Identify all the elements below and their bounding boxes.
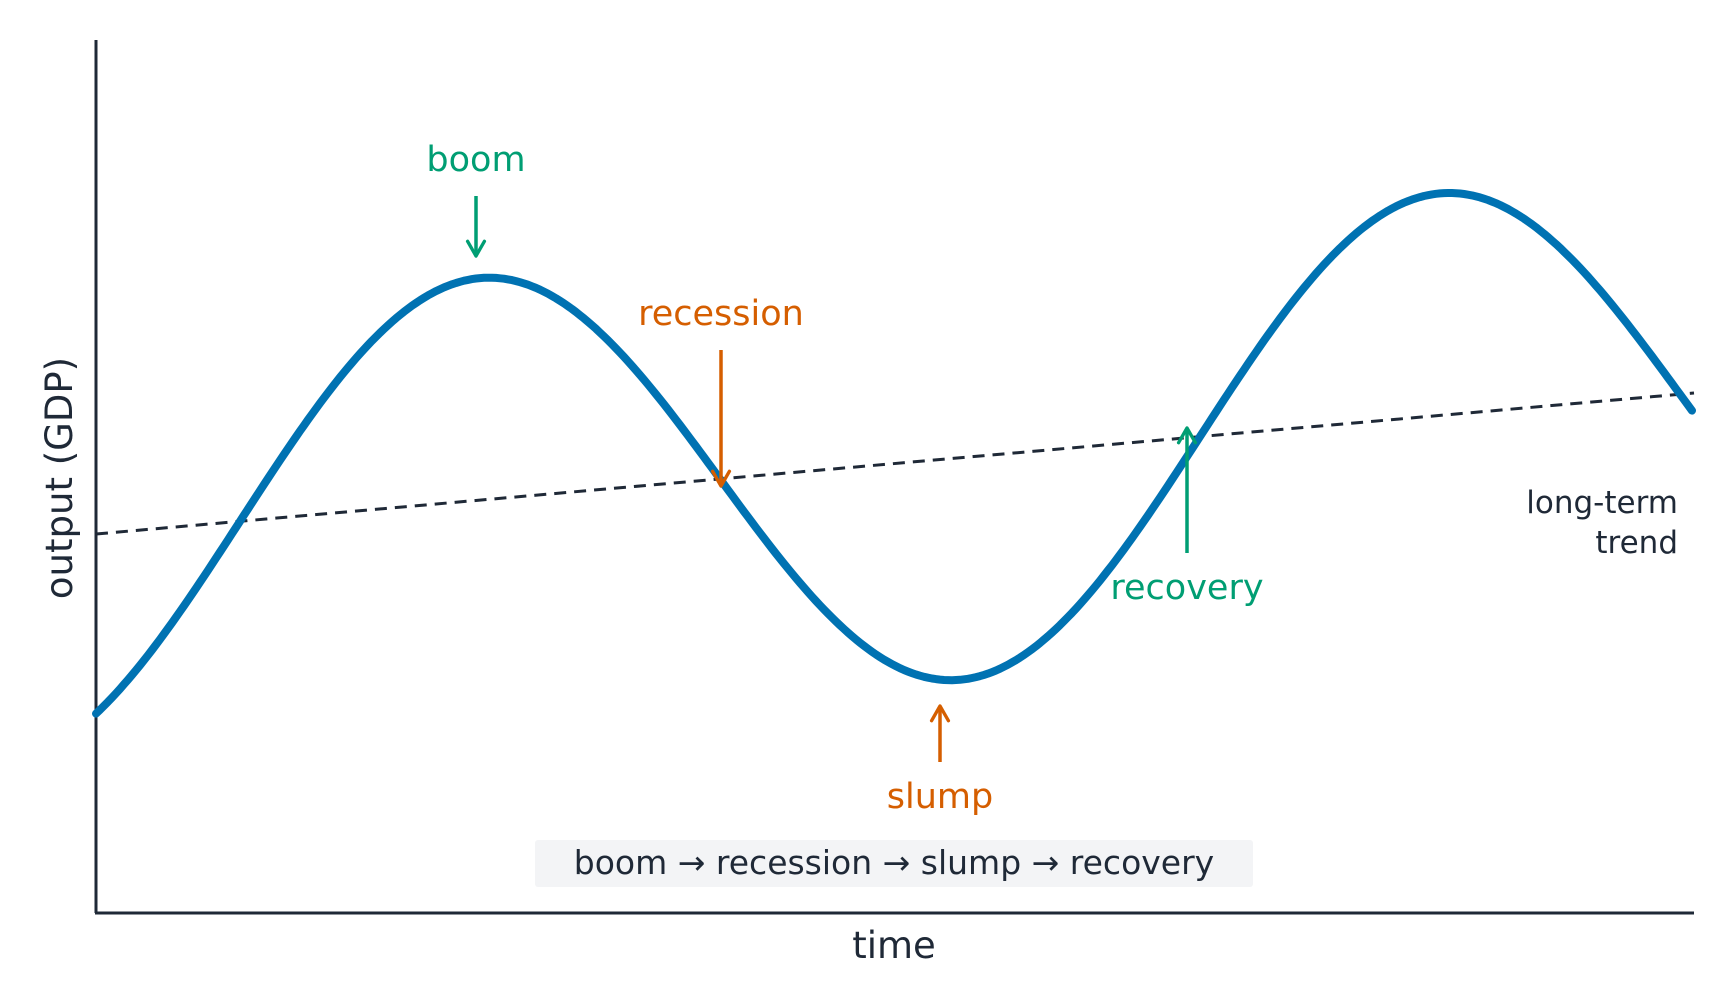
caption-box xyxy=(535,840,1253,887)
y-axis-label: output (GDP) xyxy=(38,357,81,599)
recession-label: recession xyxy=(638,294,804,334)
slump-label: slump xyxy=(887,777,993,817)
x-axis-label: time xyxy=(852,924,936,967)
cycle-sequence-caption: boom → recession → slump → recovery xyxy=(574,843,1214,882)
business-cycle-curve xyxy=(92,189,1696,718)
recovery-label: recovery xyxy=(1110,568,1263,608)
trend-label-line-2: trend xyxy=(1595,525,1678,561)
trend-label-line-1: long-term xyxy=(1526,485,1678,521)
long-term-trend-line xyxy=(95,391,1695,536)
boom-label: boom xyxy=(426,140,525,180)
